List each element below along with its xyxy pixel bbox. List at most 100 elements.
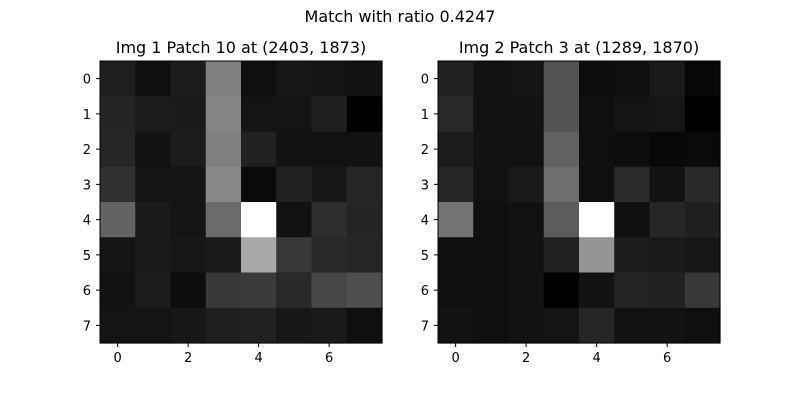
left-patch-cell-r3-c6 — [312, 167, 348, 203]
right-patch-cell-r6-c4 — [579, 273, 615, 309]
right-patch-cell-r2-c3 — [544, 132, 580, 168]
right-patch-cell-r2-c0 — [438, 132, 474, 168]
left-patch-cell-r0-c4 — [241, 61, 277, 97]
right-patch-y-tick-label: 5 — [421, 249, 429, 264]
left-patch-y-tick-label: 5 — [83, 249, 91, 264]
right-patch-cell-r6-c2 — [509, 273, 545, 309]
left-patch-cell-r1-c6 — [312, 96, 348, 132]
left-patch-y-tick-label: 2 — [83, 143, 91, 158]
right-patch-heatmap — [438, 61, 721, 344]
right-patch-cell-r4-c1 — [473, 202, 509, 238]
left-patch-cell-r1-c2 — [171, 96, 207, 132]
right-patch-cell-r0-c7 — [685, 61, 721, 97]
right-patch-cell-r5-c2 — [509, 237, 545, 273]
right-patch-cell-r1-c1 — [473, 96, 509, 132]
left-patch-cell-r3-c7 — [347, 167, 383, 203]
right-patch-cell-r7-c6 — [650, 308, 686, 344]
right-patch-cell-r7-c2 — [509, 308, 545, 344]
right-patch-cell-r1-c0 — [438, 96, 474, 132]
left-patch-cell-r4-c5 — [276, 202, 312, 238]
left-patch-cell-r3-c5 — [276, 167, 312, 203]
left-patch-cell-r0-c6 — [312, 61, 348, 97]
left-patch-cell-r2-c6 — [312, 132, 348, 168]
right-patch-cell-r7-c4 — [579, 308, 615, 344]
right-patch-y-tick-label: 1 — [421, 108, 429, 123]
left-patch-panel: Img 1 Patch 10 at (2403, 1873) 0 2 4 6 0 1 2 3… — [83, 38, 383, 366]
right-patch-cell-r3-c0 — [438, 167, 474, 203]
right-patch-cell-r2-c6 — [650, 132, 686, 168]
right-patch-cell-r4-c5 — [614, 202, 650, 238]
left-patch-cell-r7-c7 — [347, 308, 383, 344]
right-patch-cell-r2-c1 — [473, 132, 509, 168]
right-patch-cell-r4-c7 — [685, 202, 721, 238]
right-patch-cell-r5-c4 — [579, 237, 615, 273]
right-patch-cell-r3-c1 — [473, 167, 509, 203]
right-patch-cell-r0-c2 — [509, 61, 545, 97]
left-patch-cell-r1-c3 — [206, 96, 242, 132]
left-patch-cell-r6-c5 — [276, 273, 312, 309]
right-patch-cell-r1-c4 — [579, 96, 615, 132]
left-patch-cell-r4-c7 — [347, 202, 383, 238]
left-patch-x-tick-label: 0 — [113, 351, 121, 366]
left-patch-cell-r5-c1 — [135, 237, 171, 273]
left-patch-cell-r5-c7 — [347, 237, 383, 273]
left-patch-cell-r7-c6 — [312, 308, 348, 344]
left-patch-cell-r5-c4 — [241, 237, 277, 273]
right-patch-cell-r6-c5 — [614, 273, 650, 309]
right-patch-cell-r6-c0 — [438, 273, 474, 309]
left-patch-cell-r4-c2 — [171, 202, 207, 238]
right-patch-title: Img 2 Patch 3 at (1289, 1870) — [459, 38, 699, 57]
right-patch-cell-r6-c3 — [544, 273, 580, 309]
right-patch-cell-r7-c1 — [473, 308, 509, 344]
left-patch-heatmap — [100, 61, 383, 344]
left-patch-y-tick-label: 1 — [83, 108, 91, 123]
left-patch-y-tick-label: 4 — [83, 214, 91, 229]
right-patch-cell-r2-c4 — [579, 132, 615, 168]
right-patch-cell-r5-c1 — [473, 237, 509, 273]
right-patch-cell-r5-c6 — [650, 237, 686, 273]
left-patch-cell-r0-c1 — [135, 61, 171, 97]
right-patch-x-tick-label: 2 — [522, 351, 530, 366]
right-patch-x-tick-label: 4 — [592, 351, 600, 366]
left-patch-cell-r7-c4 — [241, 308, 277, 344]
left-patch-cell-r6-c4 — [241, 273, 277, 309]
right-patch-cell-r7-c0 — [438, 308, 474, 344]
right-patch-cell-r7-c7 — [685, 308, 721, 344]
right-patch-cell-r1-c5 — [614, 96, 650, 132]
left-patch-cell-r7-c0 — [100, 308, 136, 344]
right-patch-cell-r5-c0 — [438, 237, 474, 273]
right-patch-y-tick-label: 3 — [421, 178, 429, 193]
left-patch-cell-r1-c5 — [276, 96, 312, 132]
right-patch-cell-r3-c5 — [614, 167, 650, 203]
right-patch-panel: Img 2 Patch 3 at (1289, 1870) 0246 01234… — [421, 38, 721, 366]
right-patch-cell-r1-c6 — [650, 96, 686, 132]
left-patch-cell-r3-c2 — [171, 167, 207, 203]
right-patch-cell-r3-c7 — [685, 167, 721, 203]
left-patch-cell-r5-c3 — [206, 237, 242, 273]
left-patch-cell-r7-c3 — [206, 308, 242, 344]
left-patch-cell-r5-c5 — [276, 237, 312, 273]
right-patch-cell-r6-c6 — [650, 273, 686, 309]
right-patch-cell-r4-c0 — [438, 202, 474, 238]
left-patch-cell-r7-c1 — [135, 308, 171, 344]
left-patch-cell-r2-c3 — [206, 132, 242, 168]
right-patch-cell-r0-c3 — [544, 61, 580, 97]
left-patch-cell-r3-c1 — [135, 167, 171, 203]
left-patch-cell-r2-c1 — [135, 132, 171, 168]
suptitle: Match with ratio 0.4247 — [305, 7, 496, 26]
left-patch-x-tick-label: 6 — [325, 351, 333, 366]
right-patch-cell-r0-c4 — [579, 61, 615, 97]
left-patch-cell-r1-c4 — [241, 96, 277, 132]
right-patch-cell-r4-c6 — [650, 202, 686, 238]
left-patch-y-tick-label: 0 — [83, 73, 91, 88]
left-patch-cell-r6-c3 — [206, 273, 242, 309]
left-patch-title: Img 1 Patch 10 at (2403, 1873) — [116, 38, 367, 57]
left-patch-cell-r2-c7 — [347, 132, 383, 168]
left-patch-cell-r7-c2 — [171, 308, 207, 344]
right-patch-y-tick-label: 6 — [421, 284, 429, 299]
left-patch-cell-r0-c0 — [100, 61, 136, 97]
left-patch-cell-r2-c2 — [171, 132, 207, 168]
right-patch-cell-r1-c2 — [509, 96, 545, 132]
left-patch-cell-r0-c2 — [171, 61, 207, 97]
